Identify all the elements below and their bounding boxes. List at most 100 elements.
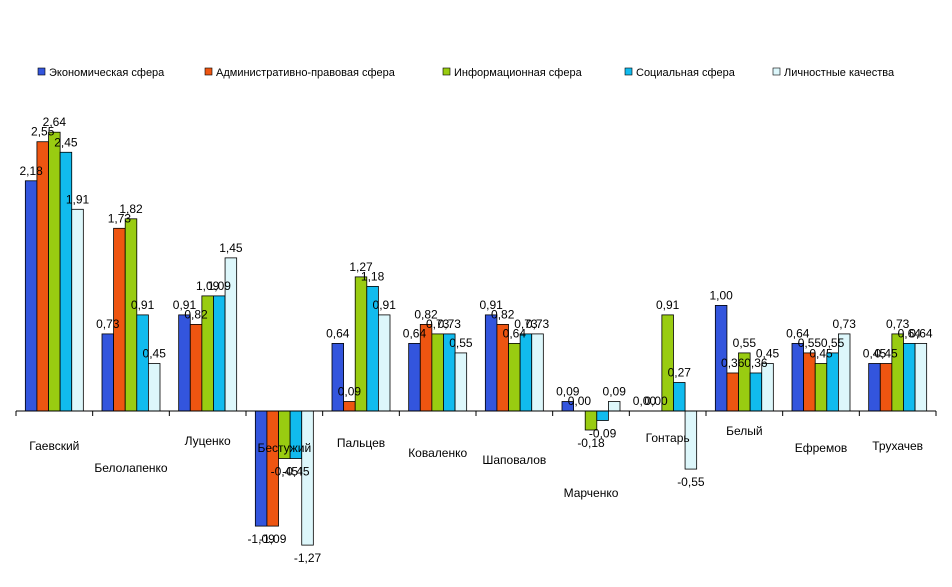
data-label: 1,45: [219, 241, 243, 255]
bar: [531, 333, 544, 412]
bar: [749, 372, 763, 412]
category-label: Ефремов: [795, 441, 848, 455]
bar: [879, 363, 893, 412]
data-label: 0,73: [514, 317, 538, 331]
data-label: 1,09: [208, 279, 232, 293]
data-label: 0,91: [479, 298, 503, 312]
data-label: 1,27: [349, 260, 373, 274]
data-label: 2,45: [54, 135, 78, 149]
x-axis-ticks: [15, 411, 937, 416]
data-label: 0,27: [668, 365, 692, 379]
bar: [136, 314, 149, 412]
data-label: 1,73: [108, 211, 132, 225]
bar: [147, 363, 161, 412]
data-label: 0,64: [403, 326, 427, 340]
data-label: -0,45: [271, 465, 299, 479]
data-label: 0,00: [644, 394, 668, 408]
data-label: 0,36: [744, 356, 768, 370]
data-label: 0,09: [556, 385, 580, 399]
data-label: 0,09: [338, 385, 362, 399]
category-label: Марченко: [564, 486, 619, 500]
data-label: 0,73: [96, 317, 120, 331]
data-label: 0,36: [721, 356, 745, 370]
data-label: 0,91: [373, 298, 397, 312]
bar: [101, 333, 115, 412]
data-label: 0,91: [173, 298, 197, 312]
data-label: 2,55: [31, 125, 55, 139]
category-label: Бестужий: [257, 441, 311, 455]
legend: Экономическая сфера Административно-право…: [37, 67, 895, 79]
data-label: 0,82: [414, 307, 438, 321]
data-label: 0,64: [786, 326, 810, 340]
category-label: Пальцев: [337, 436, 385, 450]
bar: [178, 314, 191, 412]
bar: [331, 343, 345, 412]
data-label: 0,45: [143, 346, 167, 360]
bar: [596, 410, 609, 421]
data-label: 1,18: [361, 269, 385, 283]
data-label: 1,00: [709, 288, 733, 302]
data-label: 0,82: [491, 307, 515, 321]
bar: [608, 401, 621, 412]
data-label: -1,09: [259, 532, 287, 546]
bar: [791, 343, 805, 412]
legend-label: Социальная сфера: [636, 67, 736, 79]
bar: [431, 333, 444, 412]
data-label: 0,00: [568, 394, 592, 408]
bar: [519, 333, 533, 412]
data-label: 0,91: [656, 298, 680, 312]
bar: [891, 333, 904, 412]
legend-label: Административно-правовая сфера: [216, 67, 396, 79]
data-label: 0,55: [798, 336, 822, 350]
bar: [673, 382, 686, 412]
bar: [377, 314, 391, 412]
bar: [826, 352, 839, 412]
category-label: Белый: [726, 424, 762, 438]
data-label: -1,09: [247, 532, 275, 546]
bar: [484, 314, 498, 412]
data-label: 0,55: [449, 336, 473, 350]
data-label: 1,09: [196, 279, 220, 293]
legend-swatch: [37, 67, 46, 76]
data-label: -0,18: [577, 436, 605, 450]
data-label: 0,91: [131, 298, 155, 312]
bar: [814, 363, 828, 412]
bar: [914, 343, 928, 412]
bar: [213, 295, 226, 412]
legend-swatch: [204, 67, 213, 76]
bars-layer: [24, 131, 928, 546]
data-label: -0,55: [677, 475, 705, 489]
data-label: 2,64: [43, 115, 67, 129]
bar: [803, 352, 816, 412]
bar: [24, 180, 38, 412]
bar: [508, 343, 521, 412]
value-labels-layer: 2,18 2,552,64 2,45 1,91 0,73 1,731,82 0,91 0,45…: [19, 115, 932, 565]
category-label: Шаповалов: [482, 453, 546, 467]
category-label: Гаевский: [29, 439, 79, 453]
legend-label: Личностные качества: [784, 67, 895, 79]
bar: [254, 410, 268, 527]
data-label: 0,73: [886, 317, 910, 331]
data-label: 0,00: [633, 394, 657, 408]
data-label: 1,91: [66, 192, 90, 206]
bar: [36, 141, 49, 412]
legend-swatch: [624, 67, 633, 76]
data-label: 0,64: [326, 326, 350, 340]
bar: [48, 131, 61, 412]
data-label: 0,73: [526, 317, 550, 331]
data-label: 0,64: [909, 326, 933, 340]
legend-swatch: [442, 67, 451, 76]
bar: [408, 343, 421, 412]
legend-label: Информационная сфера: [454, 67, 583, 79]
data-label: 0,73: [438, 317, 462, 331]
data-label: -0,45: [282, 465, 310, 479]
bar: [343, 401, 356, 412]
data-label: 0,82: [184, 307, 208, 321]
category-label: Коваленко: [408, 446, 467, 460]
bar: [761, 363, 774, 412]
bar: [726, 372, 739, 412]
data-label: 0,45: [874, 346, 898, 360]
legend-swatch: [772, 67, 781, 76]
